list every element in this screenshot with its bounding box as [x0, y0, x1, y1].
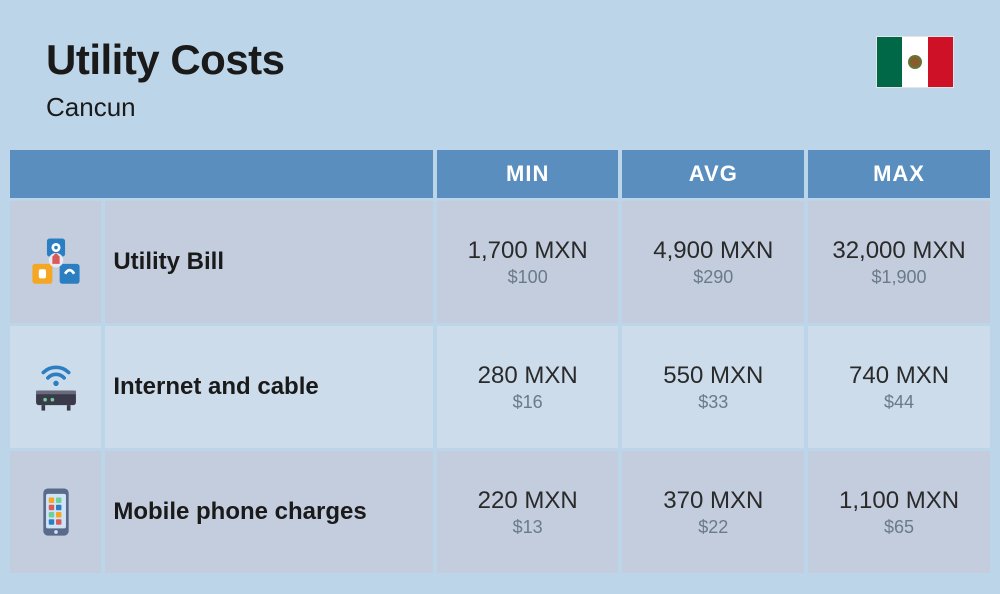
value-main: 32,000 MXN [808, 237, 990, 265]
value-main: 550 MXN [622, 362, 804, 390]
cell-avg: 4,900 MXN $290 [622, 201, 804, 323]
page-subtitle: Cancun [46, 92, 285, 123]
utility-icon [10, 201, 101, 323]
phone-icon [10, 451, 101, 573]
mexico-flag-icon [876, 36, 954, 88]
table-header-row: MIN AVG MAX [10, 150, 990, 198]
value-sub: $13 [437, 517, 619, 538]
value-sub: $16 [437, 392, 619, 413]
cell-min: 1,700 MXN $100 [437, 201, 619, 323]
value-main: 1,700 MXN [437, 237, 619, 265]
value-sub: $65 [808, 517, 990, 538]
cell-avg: 370 MXN $22 [622, 451, 804, 573]
page-title: Utility Costs [46, 36, 285, 84]
value-main: 1,100 MXN [808, 487, 990, 515]
costs-table: MIN AVG MAX Utility Bill [0, 147, 1000, 576]
value-sub: $290 [622, 267, 804, 288]
cell-max: 32,000 MXN $1,900 [808, 201, 990, 323]
cell-max: 740 MXN $44 [808, 326, 990, 448]
header-blank [10, 150, 433, 198]
value-main: 280 MXN [437, 362, 619, 390]
router-icon [10, 326, 101, 448]
value-main: 370 MXN [622, 487, 804, 515]
value-sub: $33 [622, 392, 804, 413]
cell-avg: 550 MXN $33 [622, 326, 804, 448]
table-row: Internet and cable 280 MXN $16 550 MXN $… [10, 326, 990, 448]
col-min: MIN [437, 150, 619, 198]
value-sub: $100 [437, 267, 619, 288]
value-sub: $44 [808, 392, 990, 413]
value-main: 220 MXN [437, 487, 619, 515]
title-block: Utility Costs Cancun [46, 36, 285, 123]
row-label: Mobile phone charges [105, 451, 433, 573]
col-max: MAX [808, 150, 990, 198]
cell-min: 280 MXN $16 [437, 326, 619, 448]
col-avg: AVG [622, 150, 804, 198]
value-main: 740 MXN [808, 362, 990, 390]
value-sub: $1,900 [808, 267, 990, 288]
cell-max: 1,100 MXN $65 [808, 451, 990, 573]
table-row: Utility Bill 1,700 MXN $100 4,900 MXN $2… [10, 201, 990, 323]
table-row: Mobile phone charges 220 MXN $13 370 MXN… [10, 451, 990, 573]
value-main: 4,900 MXN [622, 237, 804, 265]
row-label: Utility Bill [105, 201, 433, 323]
cell-min: 220 MXN $13 [437, 451, 619, 573]
value-sub: $22 [622, 517, 804, 538]
header: Utility Costs Cancun [0, 0, 1000, 147]
row-label: Internet and cable [105, 326, 433, 448]
